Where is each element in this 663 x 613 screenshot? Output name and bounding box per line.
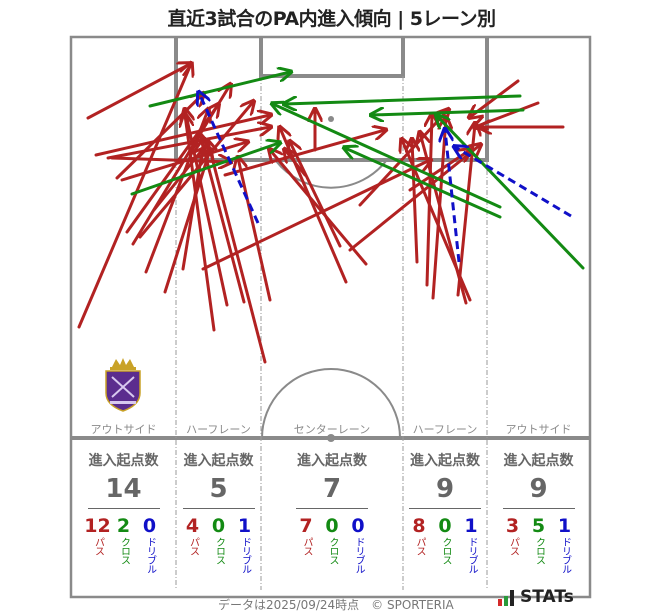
pass-count: 3: [505, 515, 520, 537]
cross-label: クロス: [440, 537, 451, 564]
dribble-count: 0: [351, 515, 365, 537]
team-crest-logo: [105, 358, 141, 412]
divider: [502, 508, 575, 509]
data-date-credit: データは2025/09/24時点 © SPORTERIA: [218, 598, 454, 612]
entry-total: 9: [529, 474, 548, 504]
logo-bar-red: [498, 599, 502, 606]
cross-count: 2: [116, 515, 131, 537]
entry-total: 9: [435, 474, 455, 504]
lane-stats-center: 進入起点数 7 7 パス 0 クロス 0 ドリブル: [261, 450, 403, 573]
pass-label: パス: [301, 537, 312, 555]
cross-count: 5: [531, 515, 546, 537]
pass-label: パス: [187, 537, 199, 555]
penalty-spot: [328, 116, 334, 122]
center-spot: [327, 434, 335, 442]
divider: [182, 508, 255, 509]
cross-arrows: [130, 72, 585, 270]
dribble-label: ドリブル: [466, 537, 477, 573]
dribble-label: ドリブル: [239, 537, 251, 573]
cross-count: 0: [438, 515, 452, 537]
entry-total: 7: [322, 474, 342, 504]
cross-label: クロス: [533, 537, 545, 564]
entry-total: 14: [105, 474, 142, 504]
entry-origin-header: 進入起点数: [88, 453, 159, 469]
dribble-count: 1: [464, 515, 478, 537]
dribble-count: 1: [557, 515, 572, 537]
stats-brand-logo: STATs: [498, 588, 574, 606]
lane-label-left-outside: アウトサイド: [90, 423, 157, 436]
lane-label-right-halfspace: ハーフレーン: [412, 423, 478, 436]
divider: [409, 508, 481, 509]
cross-label: クロス: [327, 537, 338, 564]
pass-count: 7: [299, 515, 313, 537]
dribble-count: 1: [237, 515, 252, 537]
cross-count: 0: [325, 515, 339, 537]
lane-stats-right-halfspace: 進入起点数 9 8 パス 0 クロス 1 ドリブル: [403, 450, 487, 573]
chart-title: 直近3試合のPA内進入傾向 | 5レーン別: [167, 8, 496, 30]
pass-label: パス: [414, 537, 425, 555]
pass-arrows: [77, 64, 565, 364]
logo-bar-black: [510, 590, 514, 606]
lane-stats-left-outside: 進入起点数 14 12 パス 2 クロス 0 ドリブル: [71, 450, 176, 573]
cross-label: クロス: [213, 537, 225, 564]
lane-label-center: センターレーン: [293, 423, 371, 436]
dribble-label: ドリブル: [144, 537, 156, 573]
pass-count: 4: [185, 515, 200, 537]
pass-count: 8: [412, 515, 426, 537]
dribble-arrows: [199, 93, 572, 263]
lane-stats-left-halfspace: 進入起点数 5 4 パス 0 クロス 1 ドリブル: [176, 450, 261, 573]
entry-origin-header: 進入起点数: [410, 453, 480, 469]
lane-stats-right-outside: 進入起点数 9 3 パス 5 クロス 1 ドリブル: [487, 450, 590, 573]
stats-brand-text: STATs: [520, 587, 574, 607]
pass-label: パス: [507, 537, 519, 555]
divider: [87, 508, 160, 509]
entry-origin-header: 進入起点数: [297, 453, 367, 469]
logo-bar-green: [504, 596, 508, 606]
lane-label-left-halfspace: ハーフレーン: [186, 423, 251, 436]
dribble-count: 0: [142, 515, 157, 537]
cross-label: クロス: [118, 537, 130, 564]
entry-origin-header: 進入起点数: [183, 453, 254, 469]
pass-label: パス: [92, 537, 104, 555]
dribble-label: ドリブル: [353, 537, 364, 573]
entry-origin-header: 進入起点数: [503, 453, 574, 469]
divider: [296, 508, 368, 509]
lane-label-right-outside: アウトサイド: [505, 423, 572, 436]
cross-count: 0: [211, 515, 226, 537]
entry-total: 5: [209, 474, 228, 504]
pass-count: 12: [84, 515, 111, 537]
dribble-label: ドリブル: [559, 537, 571, 573]
